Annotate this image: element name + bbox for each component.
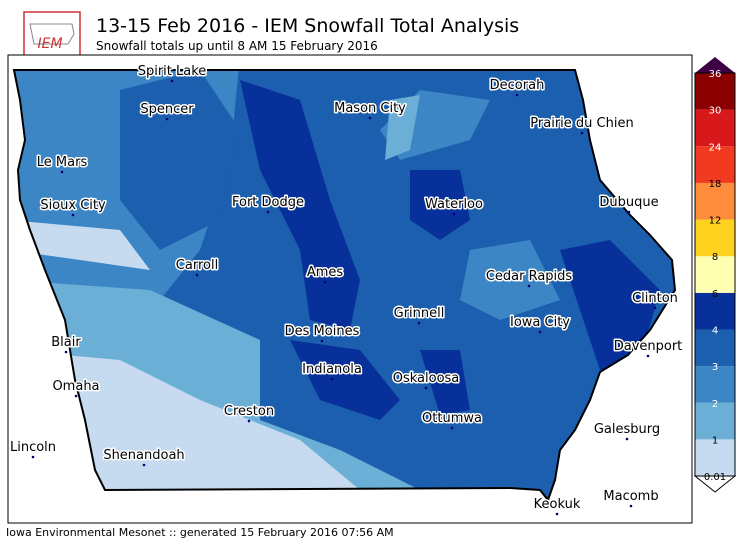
city-dot (555, 512, 559, 516)
colorbar-label: 30 (709, 106, 722, 117)
color-bin (695, 146, 735, 183)
colorbar-label: 4 (712, 325, 718, 336)
city-label: Waterloo (425, 197, 483, 212)
state-border (12, 69, 677, 503)
logo-text: IEM (37, 36, 62, 52)
city-dot (195, 273, 199, 277)
city-label: Clinton (632, 291, 678, 306)
city-label: Cedar Rapids (486, 269, 573, 284)
city-dot (646, 354, 650, 358)
city-dot (653, 306, 657, 310)
footer: Iowa Environmental Mesonet :: generated … (6, 526, 394, 539)
city-label: Ottumwa (422, 411, 482, 426)
logo: IEM (23, 11, 81, 57)
city-dot (64, 350, 68, 354)
city-label: Spencer (140, 102, 194, 117)
city-dot (31, 455, 35, 459)
city-label: Mason City (334, 101, 406, 116)
city-dot (452, 212, 456, 216)
city-dot (538, 330, 542, 334)
city-dot (627, 210, 631, 214)
city-label: Spirit Lake (138, 64, 207, 79)
colorbar-label: 1 (712, 435, 718, 446)
color-bin (695, 366, 735, 403)
colorbar-label: 0.01 (704, 472, 726, 483)
colorbar-label: 8 (712, 252, 718, 263)
city-label: Shenandoah (103, 448, 184, 463)
city-label: Grinnell (394, 306, 445, 321)
color-bin (695, 439, 735, 477)
color-bin (695, 329, 735, 367)
city-label: Des Moines (285, 324, 360, 339)
city-dot (450, 426, 454, 430)
city-dot (60, 170, 64, 174)
city-dot (527, 284, 531, 288)
city-dot (320, 339, 324, 343)
city-dot (368, 116, 372, 120)
color-bin (695, 73, 735, 110)
city-label: Galesburg (594, 422, 660, 437)
city-label: Blair (51, 335, 81, 350)
city-label: Indianola (302, 362, 362, 377)
city-label: Creston (224, 404, 274, 419)
city-label: Oskaloosa (393, 371, 460, 386)
colorbar-label: 2 (712, 399, 718, 410)
colorbar-label: 3 (712, 362, 718, 373)
city-dot (417, 321, 421, 325)
city-dot (165, 117, 169, 121)
city-dot (142, 463, 146, 467)
city-dot (247, 419, 251, 423)
color-bin (695, 219, 735, 257)
city-label: Macomb (603, 489, 658, 504)
city-dot (323, 280, 327, 284)
city-label: Ames (307, 265, 344, 280)
city-dot (74, 394, 78, 398)
city-dot (266, 210, 270, 214)
colorbar-label: 36 (709, 69, 722, 80)
color-bin (695, 182, 735, 220)
colorbar-label: 12 (709, 216, 722, 227)
city-dot (71, 213, 75, 217)
city-label: Davenport (614, 339, 683, 354)
city-label: Decorah (490, 78, 545, 93)
subtitle: Snowfall totals up until 8 AM 15 Februar… (96, 39, 378, 53)
snow-field (14, 70, 675, 500)
city-label: Sioux City (40, 198, 106, 213)
color-bin (695, 402, 735, 440)
city-dot (424, 386, 428, 390)
city-label: Prairie du Chien (530, 116, 633, 131)
city-labels: Spirit Lake Spencer Mason City Decorah Prair… (8, 63, 684, 516)
colorbar-frame (694, 72, 736, 477)
city-label: Carroll (176, 258, 218, 273)
colorbar-label: 24 (709, 142, 722, 153)
colorbar-label: 6 (712, 289, 718, 300)
city-label: Iowa City (510, 315, 570, 330)
city-label: Lincoln (10, 440, 56, 455)
city-label: Dubuque (599, 195, 658, 210)
city-dot (629, 504, 633, 508)
title: 13-15 Feb 2016 - IEM Snowfall Total Anal… (96, 15, 519, 37)
city-label: Le Mars (37, 155, 88, 170)
city-dot (515, 93, 519, 97)
color-bin-over (695, 57, 735, 73)
city-dot (330, 377, 334, 381)
color-bin (695, 292, 735, 330)
colorbar-label: 18 (709, 179, 722, 190)
city-label: Keokuk (534, 497, 581, 512)
color-bin (695, 109, 735, 147)
city-dot (580, 131, 584, 135)
city-dot (170, 79, 174, 83)
city-label: Fort Dodge (232, 195, 304, 210)
color-bin (695, 256, 735, 293)
city-label: Omaha (52, 379, 99, 394)
city-dot (625, 437, 629, 441)
